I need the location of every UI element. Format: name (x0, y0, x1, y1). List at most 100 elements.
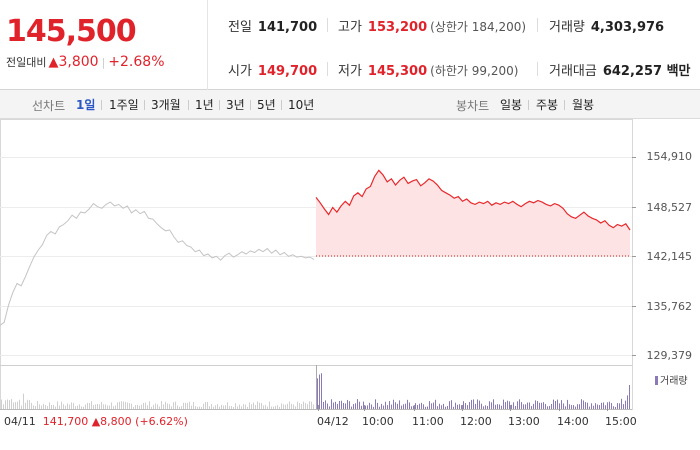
volume-bar (45, 405, 46, 409)
volume-bar (203, 403, 204, 409)
volume-bar (533, 403, 534, 409)
volume-bar (569, 404, 570, 409)
price-box: 145,500 전일대비 ▲3,800 | +2.68% (0, 0, 208, 90)
volume-bar (529, 402, 530, 409)
volume-bar (405, 403, 406, 409)
volume-bar (369, 402, 370, 409)
volume-bar (385, 401, 386, 409)
volume-bar (435, 399, 436, 409)
volume-bar (475, 403, 476, 409)
tab-monthly-candle[interactable]: 월봉 (572, 98, 595, 112)
volume-bar (285, 404, 286, 409)
volume-bar (111, 402, 112, 409)
volume-bar (559, 403, 560, 409)
x-tick-label: 13:00 (508, 415, 540, 428)
volume-bar (123, 401, 124, 409)
price-change: 전일대비 ▲3,800 | +2.68% (6, 54, 165, 70)
prev-day-change: 8,800 (100, 415, 132, 428)
volume-bar (321, 373, 322, 409)
stat-low-value: 145,300 (367, 64, 428, 79)
volume-bar (445, 406, 446, 409)
volume-bar (255, 404, 256, 409)
tab-daily-candle[interactable]: 일봉 (500, 98, 523, 112)
volume-bar (579, 404, 580, 409)
volume-bar (483, 406, 484, 409)
volume-bar (79, 404, 80, 409)
volume-bar (303, 401, 304, 409)
volume-bar (319, 374, 320, 409)
volume-bar (181, 406, 182, 409)
volume-bar (145, 402, 146, 409)
volume-bar (43, 403, 44, 409)
volume-bar (467, 405, 468, 409)
volume-bar (519, 399, 520, 409)
volume-bar (221, 404, 222, 409)
tab-weekly-candle[interactable]: 주봉 (536, 98, 559, 112)
tab-3y[interactable]: 3년 (226, 98, 245, 112)
volume-bar (121, 401, 122, 409)
volume-bar (537, 401, 538, 409)
volume-bar (485, 405, 486, 409)
tab-10y[interactable]: 10년 (288, 98, 315, 112)
divider (101, 100, 102, 110)
volume-bar (41, 405, 42, 409)
volume-bar (113, 406, 114, 409)
volume-bar (439, 403, 440, 409)
stat-prev: 전일 141,700 (228, 16, 317, 35)
volume-bar (269, 401, 270, 409)
volume-bar (459, 404, 460, 409)
volume-bar (301, 404, 302, 409)
volume-bar (239, 404, 240, 409)
x-tick-label: 12:00 (460, 415, 492, 428)
volume-bar (521, 402, 522, 409)
volume-bar (281, 403, 282, 409)
volume-bar (305, 402, 306, 409)
volume-bar (107, 405, 108, 409)
tab-5y[interactable]: 5년 (257, 98, 276, 112)
stat-low: 저가 145,300 (하한가 99,200) (338, 60, 518, 79)
volume-bar (137, 404, 138, 409)
volume-bar (595, 403, 596, 409)
volume-bar (555, 400, 556, 409)
volume-bar (599, 405, 600, 409)
volume-bar (297, 401, 298, 409)
volume-bar (611, 403, 612, 409)
change-percent: +2.68% (108, 54, 165, 70)
volume-bar (551, 403, 552, 409)
volume-bar (299, 403, 300, 409)
volume-bar (481, 403, 482, 409)
tab-1y[interactable]: 1년 (195, 98, 214, 112)
volume-bar (513, 402, 514, 409)
volume-bar (549, 405, 550, 409)
volume-bar (131, 403, 132, 409)
volume-bar (493, 399, 494, 409)
volume-bar (21, 405, 22, 409)
volume-bar (587, 402, 588, 409)
volume-bar (191, 405, 192, 409)
stat-prev-value: 141,700 (257, 20, 318, 35)
volume-bar (213, 406, 214, 409)
volume-bar (27, 399, 28, 409)
volume-bar (33, 405, 34, 409)
volume-bar (447, 405, 448, 409)
volume-bar (251, 404, 252, 409)
volume-bar (169, 404, 170, 409)
volume-bar (129, 403, 130, 409)
volume-bar (227, 402, 228, 409)
today-price-line (315, 169, 631, 231)
volume-bar (291, 403, 292, 409)
volume-bar (343, 402, 344, 409)
tab-1d[interactable]: 1일 (76, 98, 96, 112)
volume-bar (455, 402, 456, 409)
volume-bar (427, 406, 428, 409)
tab-3m[interactable]: 3개월 (151, 98, 181, 112)
volume-bar (451, 400, 452, 409)
volume-bar (383, 405, 384, 409)
volume-bar (97, 404, 98, 409)
volume-bar (175, 401, 176, 409)
volume-bar (359, 401, 360, 409)
volume-bar (327, 403, 328, 409)
volume-bar (501, 405, 502, 409)
volume-bar (25, 402, 26, 409)
tab-1w[interactable]: 1주일 (109, 98, 139, 112)
